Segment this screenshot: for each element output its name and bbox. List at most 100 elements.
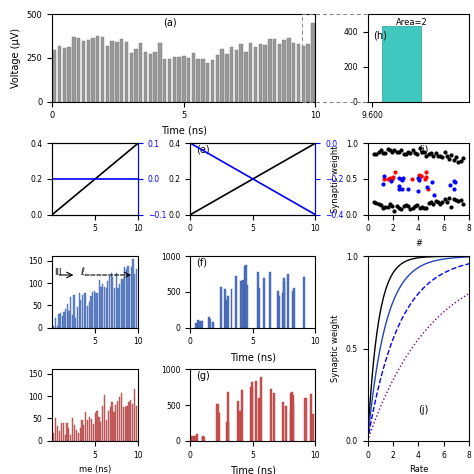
X-axis label: Time (ns): Time (ns)	[230, 465, 276, 474]
Point	[377, 201, 384, 209]
Bar	[125, 407, 126, 441]
Bar	[53, 326, 55, 328]
Bar	[106, 46, 109, 101]
Bar	[53, 433, 55, 441]
Bar	[209, 319, 211, 328]
Bar	[278, 295, 280, 328]
Point	[379, 150, 387, 157]
Bar	[283, 40, 286, 101]
Point	[388, 178, 395, 185]
Point	[382, 203, 389, 211]
Bar	[66, 423, 68, 441]
Bar	[77, 307, 78, 328]
Bar	[68, 428, 70, 441]
Bar	[131, 267, 132, 328]
Bar	[158, 44, 162, 101]
Point	[428, 178, 435, 185]
Point	[416, 204, 423, 211]
Bar	[108, 410, 109, 441]
Bar	[129, 53, 133, 101]
Bar	[195, 323, 197, 328]
Bar	[79, 293, 80, 328]
Bar	[304, 398, 307, 441]
Bar	[311, 23, 315, 101]
Text: (g): (g)	[197, 371, 210, 381]
Bar	[56, 326, 58, 328]
Bar	[231, 289, 233, 328]
Point	[448, 151, 456, 159]
Point	[393, 148, 401, 155]
Point	[385, 175, 392, 182]
Bar	[97, 293, 98, 328]
Point	[373, 151, 380, 158]
Bar	[128, 402, 129, 441]
Bar	[287, 38, 291, 101]
Point	[425, 150, 432, 158]
Point	[411, 202, 419, 210]
Bar	[121, 393, 122, 441]
Point	[414, 174, 422, 182]
Bar	[202, 436, 204, 441]
Bar	[144, 52, 147, 101]
Bar	[55, 319, 56, 328]
Point	[441, 195, 448, 202]
Bar	[283, 282, 285, 328]
Bar	[100, 422, 101, 441]
Bar	[136, 406, 137, 441]
Point	[404, 202, 412, 210]
Point	[409, 204, 417, 212]
Bar	[67, 304, 68, 328]
Bar	[292, 291, 293, 328]
Bar	[96, 36, 100, 101]
Point	[397, 175, 405, 182]
Bar	[95, 293, 97, 328]
Point	[450, 156, 457, 164]
Bar	[196, 59, 200, 101]
Bar	[63, 48, 66, 101]
Point	[423, 183, 430, 191]
Point	[379, 181, 387, 188]
X-axis label: Rate: Rate	[409, 465, 428, 474]
Bar	[85, 412, 86, 441]
Bar	[125, 42, 128, 101]
Bar	[218, 413, 220, 441]
Point	[395, 204, 403, 212]
Point	[421, 175, 428, 182]
Bar	[212, 322, 214, 328]
Point	[459, 201, 467, 208]
Point	[393, 202, 401, 210]
Bar	[59, 431, 60, 441]
Point	[434, 152, 442, 160]
Point	[457, 196, 465, 204]
Bar	[258, 398, 261, 441]
Bar	[94, 291, 95, 328]
Bar	[235, 50, 238, 101]
Bar	[257, 291, 259, 328]
Bar	[293, 288, 295, 328]
Bar	[278, 44, 281, 101]
Point	[375, 148, 383, 156]
Bar	[82, 41, 85, 101]
Point	[423, 152, 430, 159]
Bar	[67, 47, 71, 101]
Text: III: III	[54, 268, 61, 277]
Bar	[283, 278, 284, 328]
Point	[370, 150, 378, 157]
Bar	[64, 435, 66, 441]
Point	[400, 202, 407, 210]
Point	[375, 201, 383, 208]
Bar	[303, 277, 305, 328]
Bar	[94, 413, 96, 441]
Bar	[115, 42, 118, 101]
Point	[415, 171, 422, 178]
Bar	[117, 288, 118, 328]
Bar	[57, 426, 58, 441]
Bar	[257, 272, 259, 328]
Bar	[116, 273, 117, 328]
Point	[411, 149, 419, 156]
Bar	[112, 277, 113, 328]
Bar	[254, 47, 257, 101]
Bar	[230, 47, 233, 101]
Bar	[100, 287, 101, 328]
Bar	[83, 293, 85, 328]
